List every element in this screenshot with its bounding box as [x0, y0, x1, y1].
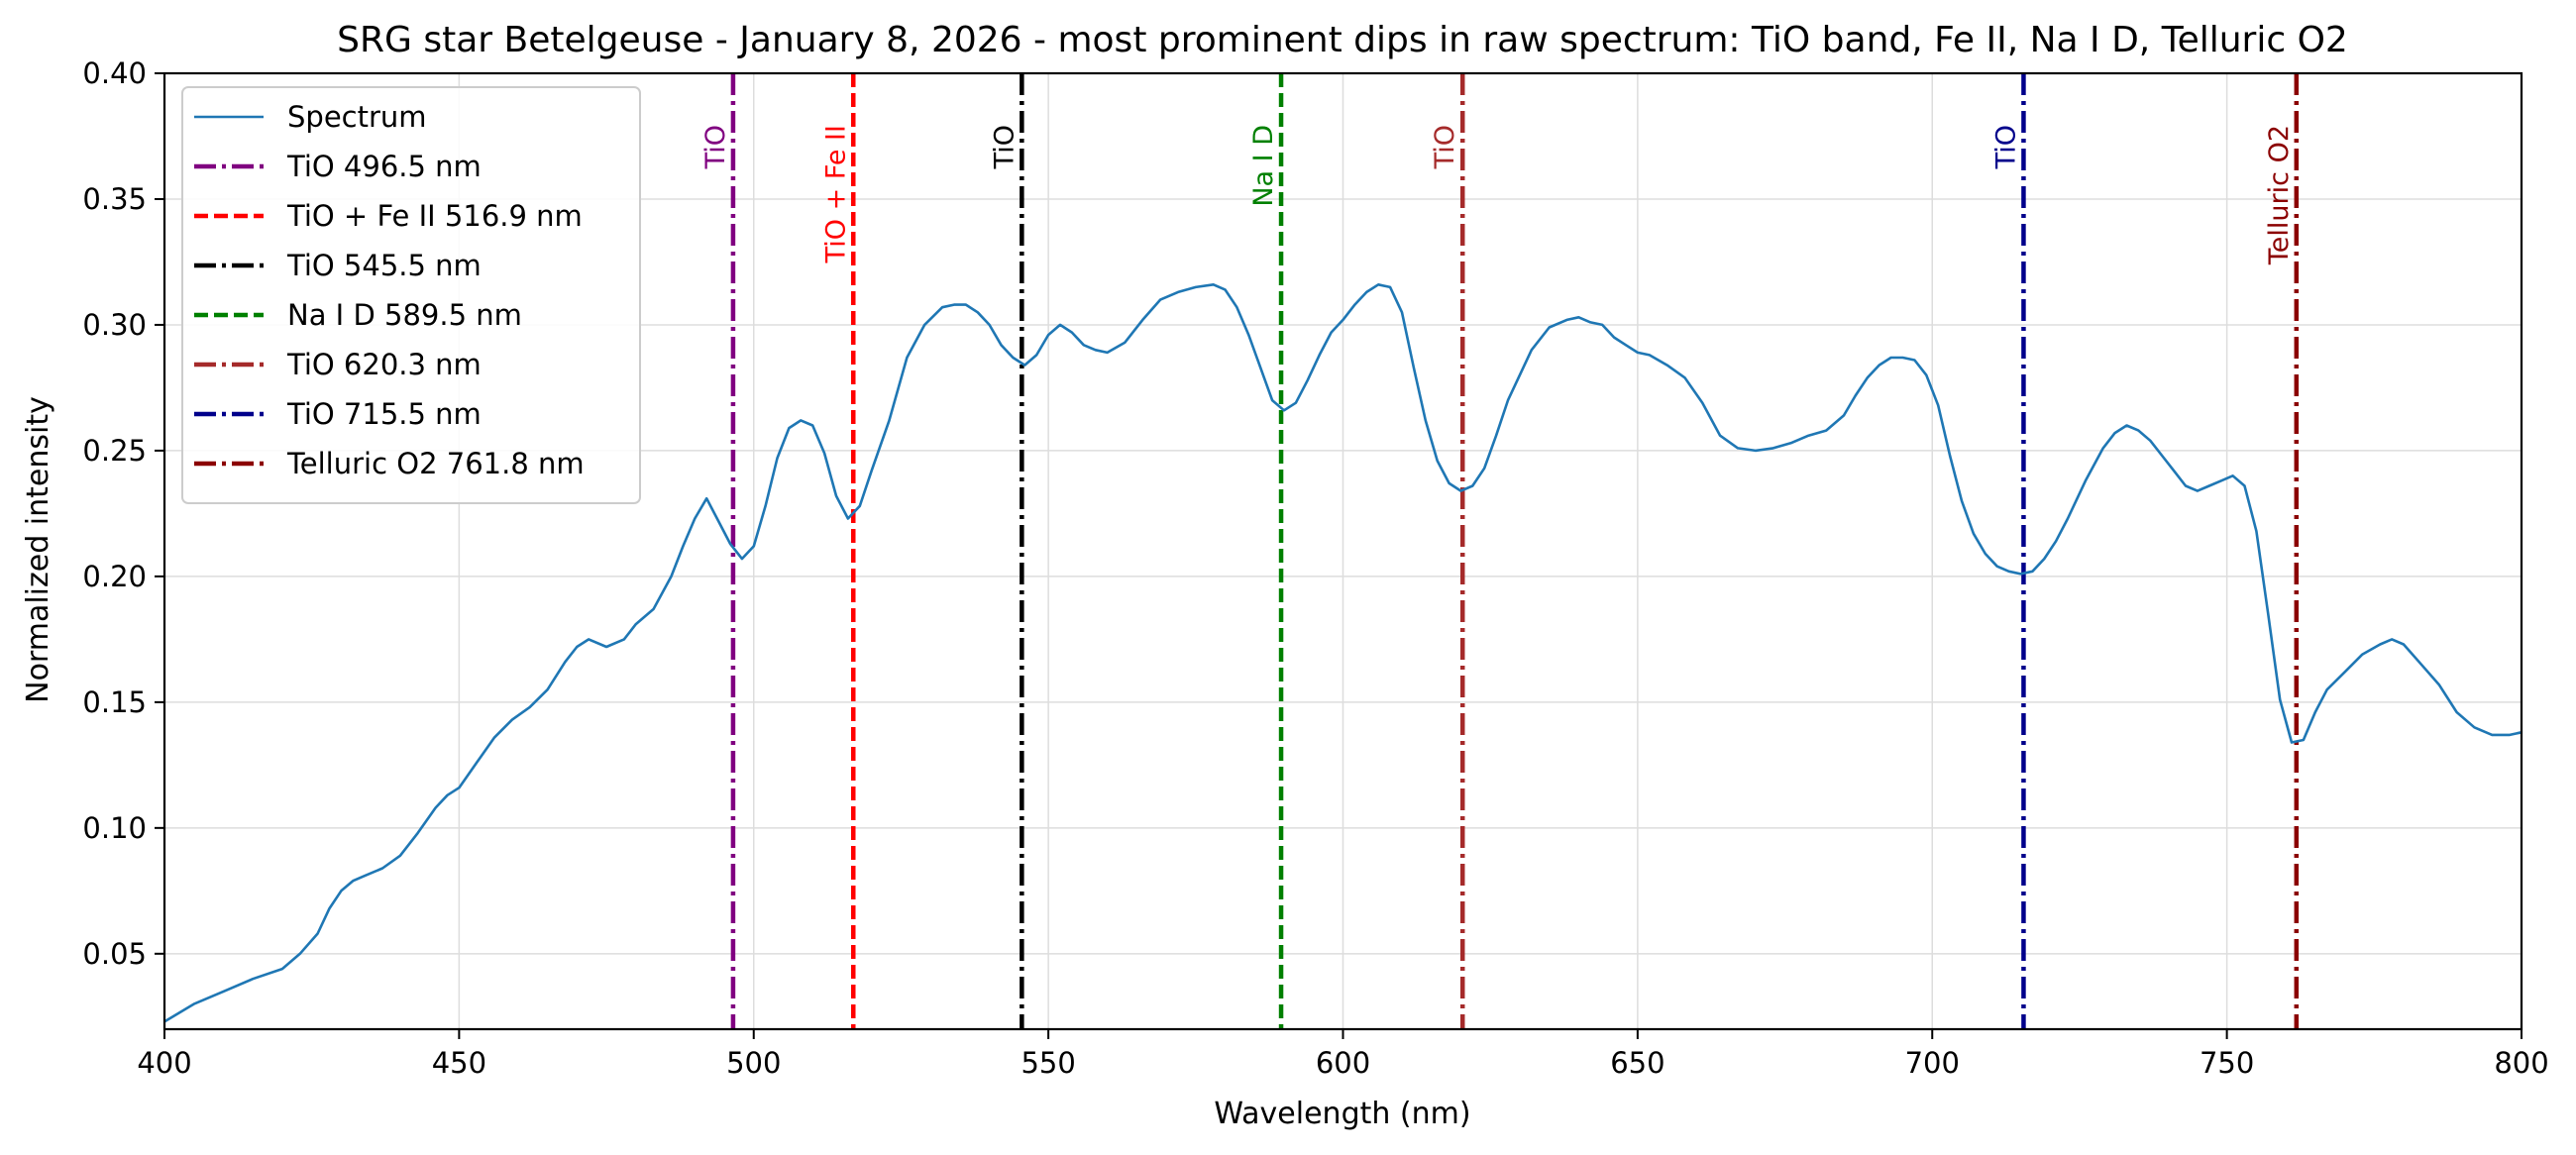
x-tick-label: 750: [2200, 1046, 2254, 1080]
x-tick-label: 600: [1316, 1046, 1370, 1080]
x-tick-label: 800: [2494, 1046, 2548, 1080]
grid: [164, 73, 2522, 1029]
legend-label: TiO 620.3 nm: [286, 348, 482, 381]
x-tick-label: 500: [726, 1046, 781, 1080]
y-tick-label: 0.20: [82, 560, 147, 593]
y-tick-label: 0.05: [82, 937, 147, 971]
y-tick-label: 0.10: [82, 811, 147, 845]
legend-box: [181, 86, 641, 504]
y-axis-label: Normalized intensity: [21, 396, 55, 703]
marker-line-label: Telluric O2: [2264, 125, 2295, 265]
axis-ticks: 400 450 500 550 600 650 700 750 800 0.05 0.10 0.15 0…: [82, 56, 2548, 1080]
marker-line-label: TiO: [989, 125, 1020, 169]
series-layer: [163, 282, 2522, 1023]
marker-line-label: TiO: [1990, 125, 2021, 169]
y-tick-label: 0.25: [82, 434, 147, 468]
x-tick-label: 550: [1020, 1046, 1075, 1080]
x-tick-label: 700: [1905, 1046, 1960, 1080]
y-tick-label: 0.15: [82, 685, 147, 719]
legend-label: Na I D 589.5 nm: [287, 298, 522, 332]
marker-line-label: TiO: [700, 125, 731, 169]
legend-label: Telluric O2 761.8 nm: [286, 447, 585, 480]
legend-label: TiO + Fe II 516.9 nm: [286, 199, 583, 233]
x-axis-label: Wavelength (nm): [1214, 1097, 1470, 1131]
marker-lines: TiO TiO + Fe II TiO Na I D TiO TiO Telluric O2: [700, 73, 2300, 1029]
legend-label: Spectrum: [287, 100, 427, 134]
legend-label: TiO 496.5 nm: [286, 150, 482, 183]
spectrum-line: [163, 282, 2522, 1023]
legend: Spectrum TiO 496.5 nm TiO + Fe II 516.9 nm…: [181, 86, 641, 504]
y-tick-label: 0.40: [82, 56, 147, 90]
y-tick-label: 0.35: [82, 182, 147, 216]
marker-line-label: TiO + Fe II: [820, 125, 851, 263]
marker-line-label: TiO: [1430, 125, 1460, 169]
x-tick-label: 400: [137, 1046, 191, 1080]
y-tick-label: 0.30: [82, 308, 147, 342]
x-tick-label: 650: [1610, 1046, 1664, 1080]
marker-line-label: Na I D: [1248, 125, 1279, 207]
legend-label: TiO 715.5 nm: [286, 397, 482, 431]
x-tick-label: 450: [432, 1046, 486, 1080]
legend-label: TiO 545.5 nm: [286, 249, 482, 282]
chart-title: SRG star Betelgeuse - January 8, 2026 - …: [337, 20, 2348, 60]
